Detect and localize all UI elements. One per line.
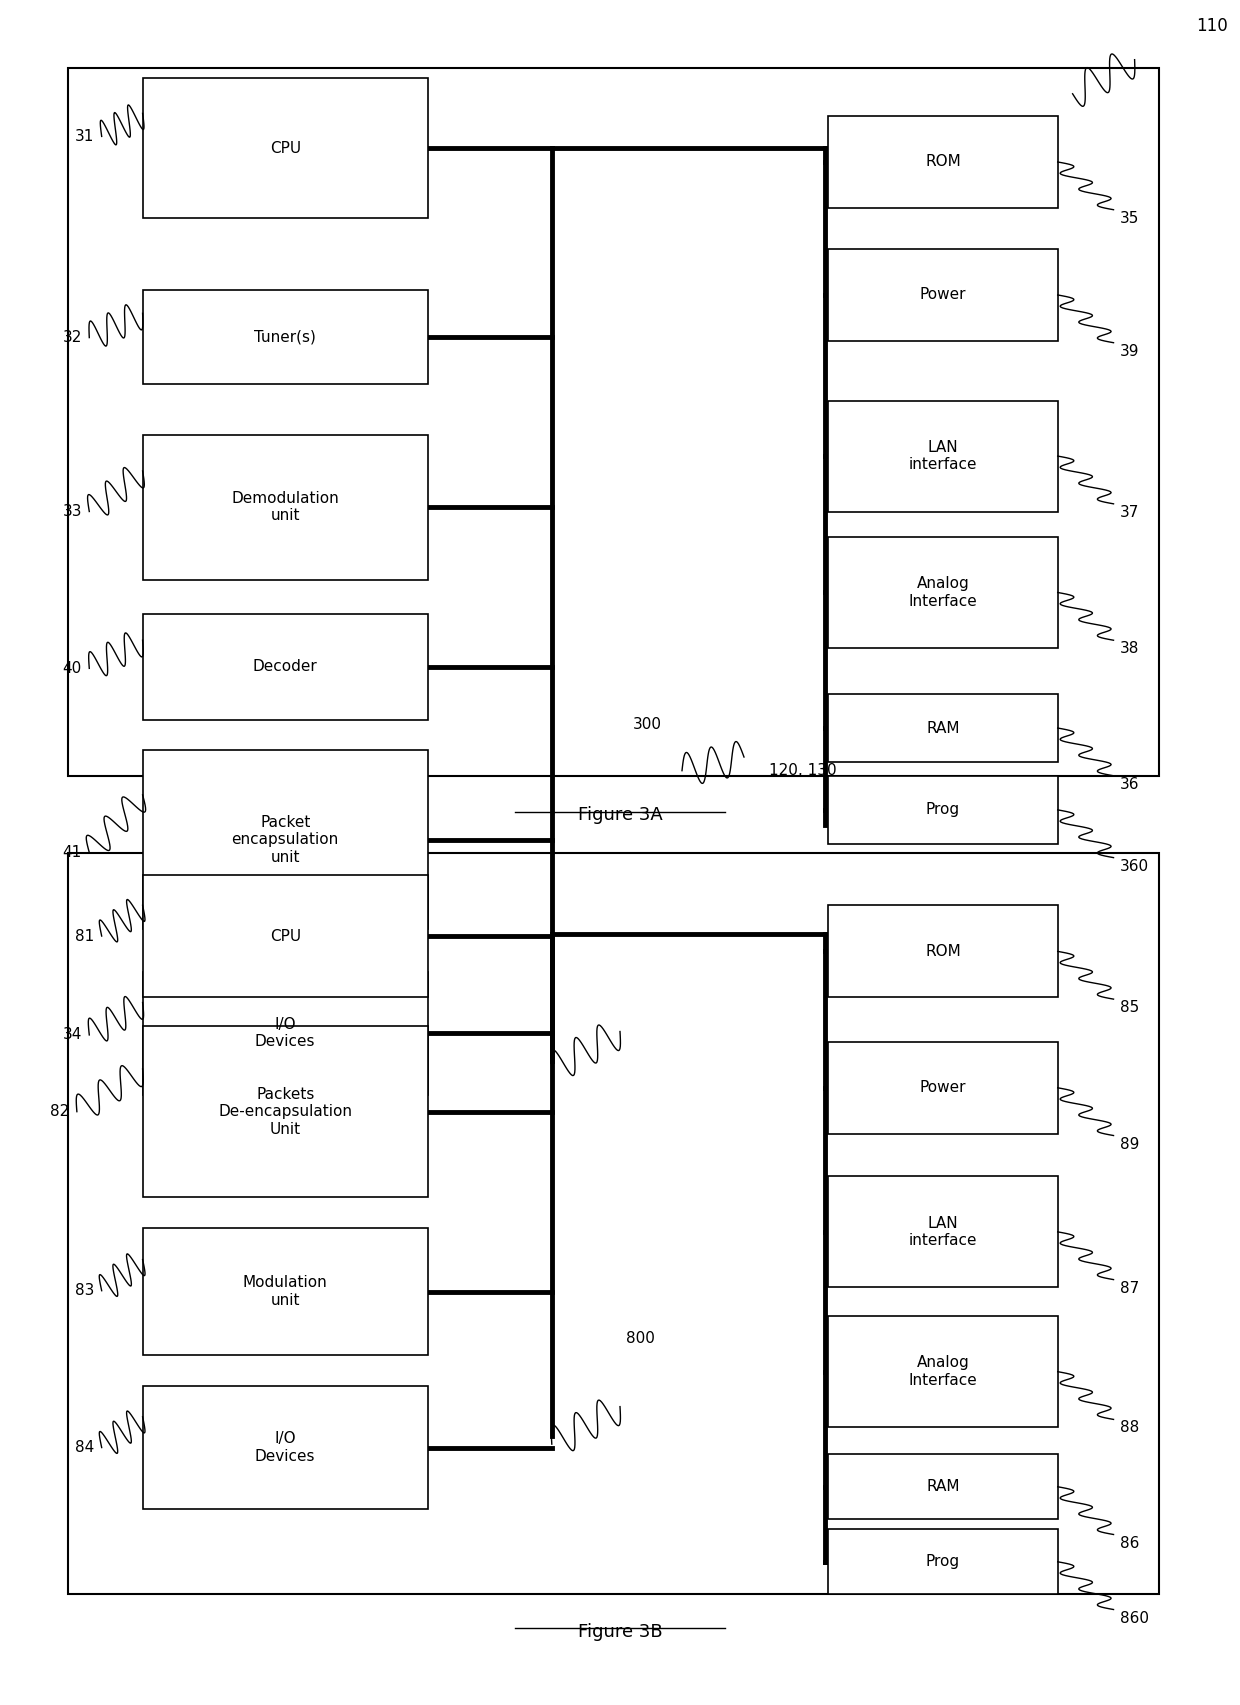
Text: 36: 36 (1120, 777, 1140, 791)
FancyBboxPatch shape (143, 1026, 428, 1197)
Text: CPU: CPU (269, 929, 301, 943)
Text: 41: 41 (62, 846, 82, 859)
Text: I/O
Devices: I/O Devices (255, 1430, 315, 1465)
Text: RAM: RAM (926, 721, 960, 735)
FancyBboxPatch shape (828, 116, 1058, 208)
FancyBboxPatch shape (143, 614, 428, 720)
FancyBboxPatch shape (828, 1176, 1058, 1287)
Text: 84: 84 (74, 1441, 94, 1454)
Text: 86: 86 (1120, 1536, 1140, 1550)
FancyBboxPatch shape (68, 852, 1159, 1594)
Text: Analog
Interface: Analog Interface (909, 1355, 977, 1388)
FancyBboxPatch shape (828, 1042, 1058, 1134)
FancyBboxPatch shape (828, 776, 1058, 844)
Text: Tuner(s): Tuner(s) (254, 329, 316, 344)
Text: 860: 860 (1120, 1611, 1148, 1625)
Text: 800: 800 (626, 1332, 655, 1345)
Text: Decoder: Decoder (253, 660, 317, 673)
Text: 82: 82 (50, 1105, 69, 1118)
Text: 88: 88 (1120, 1420, 1140, 1436)
Text: 34: 34 (62, 1028, 82, 1042)
FancyBboxPatch shape (828, 401, 1058, 511)
Text: 89: 89 (1120, 1137, 1140, 1151)
FancyBboxPatch shape (68, 68, 1159, 776)
FancyBboxPatch shape (143, 435, 428, 580)
Text: 120, 130: 120, 130 (769, 764, 837, 777)
Text: ROM: ROM (925, 155, 961, 169)
Text: 87: 87 (1120, 1280, 1140, 1296)
Text: RAM: RAM (926, 1480, 960, 1494)
FancyBboxPatch shape (828, 1316, 1058, 1427)
FancyBboxPatch shape (143, 290, 428, 384)
Text: 38: 38 (1120, 641, 1140, 656)
Text: Packets
De-encapsulation
Unit: Packets De-encapsulation Unit (218, 1086, 352, 1137)
FancyBboxPatch shape (143, 1386, 428, 1509)
FancyBboxPatch shape (143, 78, 428, 218)
Text: 110: 110 (1197, 17, 1229, 34)
FancyBboxPatch shape (828, 1529, 1058, 1594)
Text: Prog: Prog (926, 803, 960, 817)
Text: Modulation
unit: Modulation unit (243, 1275, 327, 1308)
Text: 300: 300 (632, 718, 661, 731)
Text: Figure 3A: Figure 3A (578, 806, 662, 825)
Text: 360: 360 (1120, 859, 1148, 873)
FancyBboxPatch shape (828, 1454, 1058, 1519)
Text: 33: 33 (62, 505, 82, 518)
FancyBboxPatch shape (143, 875, 428, 997)
Text: 31: 31 (74, 130, 94, 143)
Text: 39: 39 (1120, 344, 1140, 358)
Text: CPU: CPU (269, 142, 301, 155)
Text: Analog
Interface: Analog Interface (909, 576, 977, 609)
Text: 32: 32 (62, 331, 82, 344)
Text: Power: Power (920, 1081, 966, 1095)
Text: Demodulation
unit: Demodulation unit (232, 491, 339, 523)
Text: 35: 35 (1120, 211, 1140, 225)
FancyBboxPatch shape (828, 537, 1058, 648)
Text: Packet
encapsulation
unit: Packet encapsulation unit (232, 815, 339, 864)
Text: Prog: Prog (926, 1555, 960, 1569)
Text: Figure 3B: Figure 3B (578, 1623, 662, 1642)
Text: 83: 83 (74, 1284, 94, 1298)
Text: ROM: ROM (925, 945, 961, 958)
FancyBboxPatch shape (143, 972, 428, 1095)
FancyBboxPatch shape (143, 750, 428, 929)
FancyBboxPatch shape (828, 905, 1058, 997)
Text: 81: 81 (74, 929, 94, 943)
Text: 37: 37 (1120, 505, 1140, 520)
Text: I/O
Devices: I/O Devices (255, 1016, 315, 1050)
FancyBboxPatch shape (143, 1228, 428, 1355)
Text: Power: Power (920, 288, 966, 302)
Text: 85: 85 (1120, 1001, 1140, 1014)
FancyBboxPatch shape (828, 694, 1058, 762)
FancyBboxPatch shape (828, 249, 1058, 341)
Text: LAN
interface: LAN interface (909, 1216, 977, 1248)
Text: LAN
interface: LAN interface (909, 440, 977, 472)
Text: 40: 40 (62, 662, 82, 675)
